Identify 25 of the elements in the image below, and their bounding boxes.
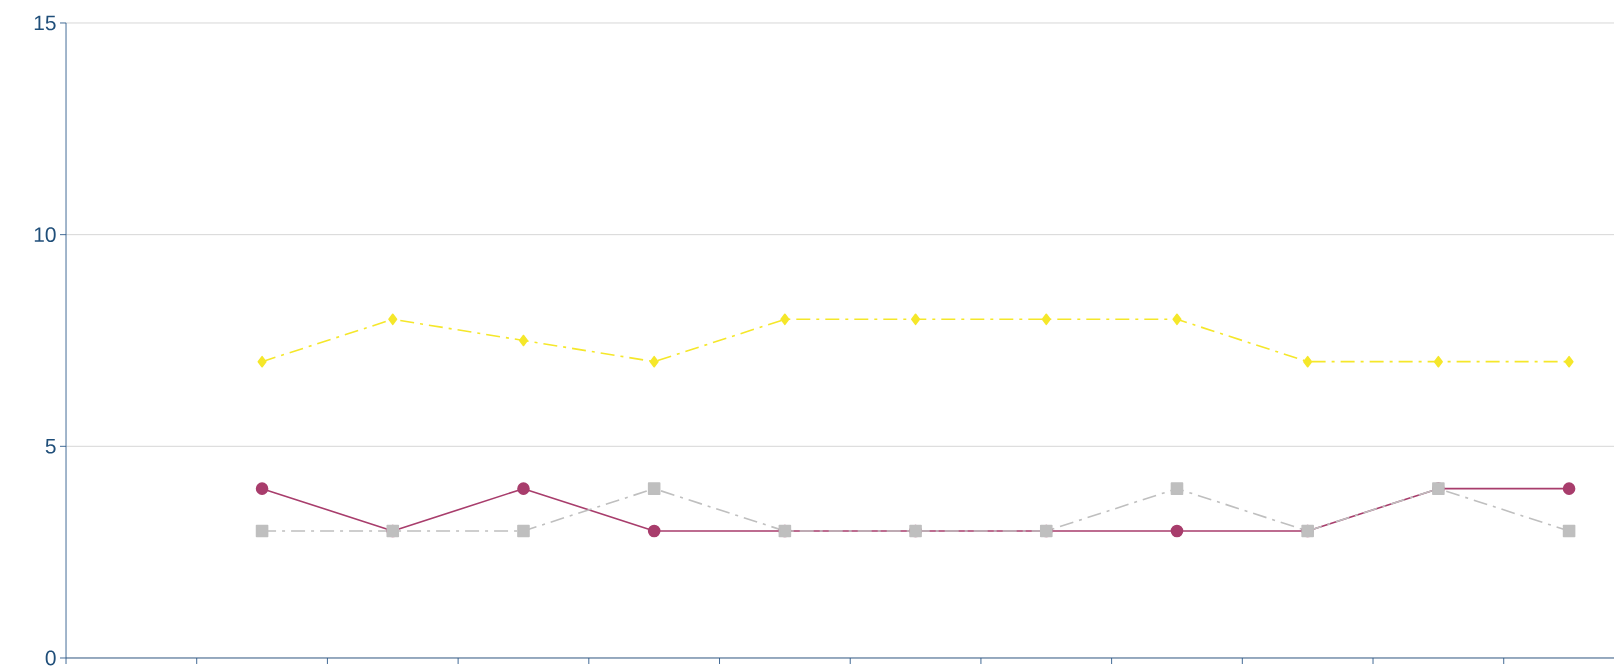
point [911,313,921,326]
point [1170,524,1184,538]
y-tick-label: 0 [45,650,56,666]
point [647,482,661,495]
y-tick-label: 5 [45,439,56,454]
point [1172,313,1182,326]
point [647,524,661,538]
point [255,482,269,495]
point [517,524,530,538]
point [1433,355,1443,368]
point [255,524,269,538]
point [1041,313,1051,326]
point [1170,482,1184,495]
y-tick-label: 15 [34,15,56,31]
point [517,482,530,495]
point [780,313,790,326]
point [649,355,659,368]
point [1564,355,1574,368]
point [1303,355,1313,368]
point [518,334,529,347]
point [1562,524,1576,538]
point [1562,482,1576,495]
point [257,355,267,368]
y-tick-label: 10 [34,227,56,243]
point [388,313,398,326]
